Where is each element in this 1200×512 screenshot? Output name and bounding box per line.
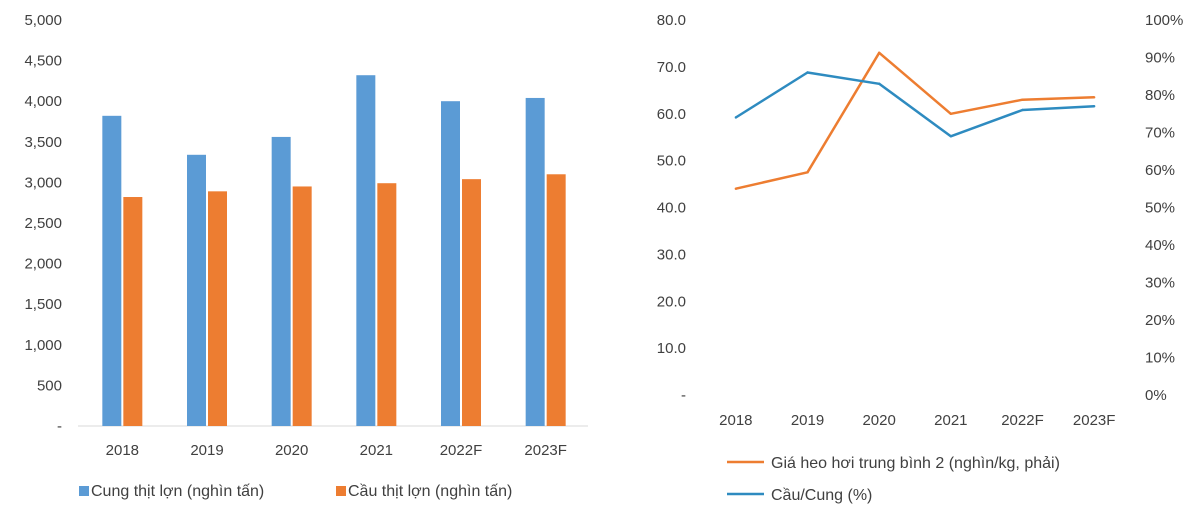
right-y-tick-label: 10% [1145, 350, 1175, 367]
y-tick-label: 3,500 [24, 134, 62, 151]
x-tick-label: 2018 [106, 442, 139, 459]
ratio-point-2021 [949, 135, 953, 138]
x-tick-label: 2018 [719, 412, 752, 429]
series-line-price [735, 51, 1095, 190]
series-line-ratio [735, 71, 1095, 138]
y-tick-label: 4,500 [24, 53, 62, 70]
x-tick-label: 2021 [360, 442, 393, 459]
ratio-point-2020 [877, 82, 881, 85]
x-tick-label: 2023F [1073, 412, 1116, 429]
left-y-tick-label: 80.0 [657, 12, 686, 29]
left-y-tick-label: 30.0 [657, 246, 686, 263]
left-y-tick-label: 20.0 [657, 293, 686, 310]
legend-label-supply: Cung thịt lợn (nghìn tấn) [91, 483, 264, 500]
bar-demand-2021 [377, 183, 397, 426]
left-y-tick-label: 50.0 [657, 153, 686, 170]
bar-supply-2023F [525, 97, 545, 427]
right-y-tick-label: 90% [1145, 50, 1175, 67]
x-tick-label: 2022F [440, 442, 483, 459]
bar-demand-2018 [123, 197, 143, 426]
legend-label-price: Giá heo hơi trung bình 2 (nghìn/kg, phải… [771, 455, 1060, 472]
left-y-tick-label: 40.0 [657, 200, 686, 217]
ratio-point-2018 [734, 116, 738, 119]
price-point-2023F [1092, 96, 1096, 99]
right-y-tick-label: 40% [1145, 237, 1175, 254]
x-tick-label: 2019 [190, 442, 223, 459]
x-axis-ticks: 2018 2019 2020 2021 2022F 2023F [719, 412, 1115, 429]
y-tick-label: 500 [37, 377, 62, 394]
right-y-tick-label: 100% [1145, 12, 1183, 29]
right-y-tick-label: 30% [1145, 275, 1175, 292]
left-y-tick-label: 70.0 [657, 59, 686, 76]
left-y-axis-ticks: - 10.0 20.0 30.0 40.0 50.0 60.0 70.0 80.0 [657, 12, 686, 404]
bar-demand-2020 [292, 186, 312, 426]
price-point-2022F [1021, 98, 1024, 101]
x-tick-label: 2023F [524, 442, 567, 459]
legend: Giá heo hơi trung bình 2 (nghìn/kg, phải… [727, 455, 1060, 504]
right-y-axis-ticks: 0% 10% 20% 30% 40% 50% 60% 70% 80% 90% 100% [1145, 12, 1183, 404]
y-tick-label: 2,000 [24, 256, 62, 273]
ratio-point-2022F [1021, 108, 1024, 112]
right-y-tick-label: 70% [1145, 125, 1175, 142]
y-tick-label: 2,500 [24, 215, 62, 232]
legend-label-ratio: Cầu/Cung (%) [771, 487, 872, 504]
legend-label-demand: Cầu thịt lợn (nghìn tấn) [348, 483, 512, 500]
right-y-tick-label: 60% [1145, 162, 1175, 179]
x-tick-label: 2019 [791, 412, 824, 429]
left-y-tick-label: 10.0 [657, 340, 686, 357]
legend-swatch-supply [79, 486, 89, 496]
legend-swatch-demand [336, 486, 346, 496]
bar-demand-2022F [462, 179, 481, 426]
bar-demand-2019 [208, 191, 227, 426]
left-y-tick-label: - [681, 387, 686, 404]
x-axis-ticks: 2018 2019 2020 2021 2022F 2023F [106, 442, 567, 459]
series-lines [734, 51, 1096, 190]
left-y-tick-label: 60.0 [657, 106, 686, 123]
right-y-tick-label: 0% [1145, 387, 1167, 404]
legend: Cung thịt lợn (nghìn tấn) Cầu thịt lợn (… [79, 483, 512, 500]
bar-supply-2022F [441, 101, 460, 426]
y-tick-label: 1,000 [24, 337, 62, 354]
right-y-tick-label: 20% [1145, 312, 1175, 329]
price-point-2018 [734, 187, 738, 190]
right-y-tick-label: 80% [1145, 87, 1175, 104]
supply-demand-bar-chart: - 500 1,000 1,500 2,000 2,500 3,000 3,500 4,000 4… [24, 12, 588, 500]
x-tick-label: 2022F [1001, 412, 1044, 429]
y-tick-label: 5,000 [24, 12, 62, 29]
y-tick-label: 4,000 [24, 93, 62, 110]
right-y-tick-label: 50% [1145, 200, 1175, 217]
bar-demand-2023F [546, 174, 566, 426]
bar-supply-2018 [102, 115, 122, 426]
y-tick-label: 3,000 [24, 174, 62, 191]
price-point-2019 [806, 171, 809, 174]
x-tick-label: 2020 [275, 442, 308, 459]
y-axis-ticks: - 500 1,000 1,500 2,000 2,500 3,000 3,500 4,000 4… [24, 12, 62, 435]
price-point-2021 [949, 112, 953, 115]
y-tick-label: 1,500 [24, 296, 62, 313]
x-tick-label: 2021 [934, 412, 967, 429]
bar-supply-2020 [271, 136, 291, 427]
x-tick-label: 2020 [862, 412, 895, 429]
bars [102, 75, 566, 427]
ratio-point-2019 [806, 71, 809, 74]
ratio-point-2023F [1092, 105, 1096, 108]
bar-supply-2019 [187, 154, 206, 427]
bar-supply-2021 [356, 75, 376, 426]
y-tick-label: - [57, 418, 62, 435]
price-point-2020 [877, 51, 881, 55]
